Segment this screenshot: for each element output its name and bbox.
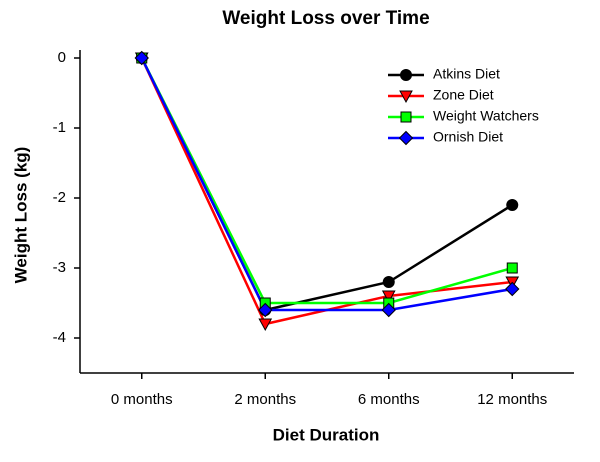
legend-label: Weight Watchers	[433, 108, 539, 124]
x-tick-label: 2 months	[234, 391, 296, 408]
y-axis-label: Weight Loss (kg)	[11, 147, 30, 284]
y-tick-label: 0	[58, 49, 66, 66]
x-tick-label: 12 months	[477, 391, 547, 408]
y-tick-label: -4	[53, 329, 66, 346]
marker	[381, 302, 396, 318]
marker	[399, 90, 413, 104]
legend-label: Zone Diet	[433, 87, 494, 103]
series-line	[140, 57, 513, 305]
series-line	[140, 57, 513, 312]
legend-label: Ornish Diet	[433, 129, 503, 145]
marker	[506, 262, 518, 274]
x-tick-label: 6 months	[358, 391, 420, 408]
marker	[381, 290, 396, 304]
marker	[258, 318, 273, 332]
marker	[506, 199, 519, 211]
x-tick-label: 0 months	[111, 391, 173, 408]
marker	[398, 130, 414, 146]
marker	[400, 69, 412, 81]
marker	[400, 111, 412, 123]
x-axis-label: Diet Duration	[273, 425, 380, 444]
marker	[134, 50, 149, 66]
chart-title: Weight Loss over Time	[222, 8, 429, 29]
marker	[382, 276, 395, 288]
marker	[505, 281, 520, 297]
y-tick-label: -2	[53, 189, 66, 206]
marker	[258, 302, 273, 318]
y-tick-label: -3	[53, 259, 66, 276]
y-tick-label: -1	[53, 119, 66, 136]
legend-label: Atkins Diet	[433, 66, 500, 82]
